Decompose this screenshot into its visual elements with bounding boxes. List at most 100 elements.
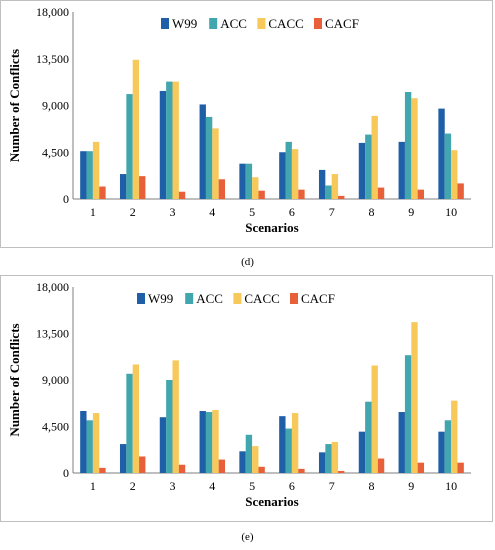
bar-cacc — [411, 98, 418, 199]
y-tick-label: 13,500 — [36, 327, 69, 341]
x-tick-label: 3 — [170, 205, 176, 219]
bar-cacc — [371, 115, 378, 199]
y-tick-label: 4,500 — [42, 145, 69, 159]
legend-swatch-w99 — [137, 293, 145, 304]
bar-cacc — [291, 149, 299, 199]
bar-w99 — [159, 90, 167, 199]
chart-panel-e: 0 4,500 9,000 13,500 18,000 1 2 3 4 5 6 7 8 9 10 Scenar… — [0, 275, 494, 550]
bar-cacf — [417, 462, 425, 473]
bar-acc — [325, 185, 332, 199]
bar-w99 — [279, 152, 286, 199]
bar-acc — [404, 355, 412, 473]
x-tick-label: 2 — [130, 205, 136, 219]
bar-cacf — [139, 456, 146, 473]
bar-w99 — [438, 108, 445, 199]
bar-cacf — [178, 191, 186, 199]
bar-acc — [365, 401, 372, 473]
y-tick-label: 4,500 — [42, 420, 69, 434]
bar-cacf — [258, 466, 265, 473]
x-tick-label: 6 — [289, 479, 295, 493]
bar-acc — [365, 134, 372, 199]
bar-cacf — [338, 195, 345, 199]
bar-cacc — [371, 365, 378, 473]
legend-label-acc: ACC — [196, 291, 223, 306]
chart-frame-e: 0 4,500 9,000 13,500 18,000 1 2 3 4 5 6 7 8 9 10 Scenar… — [0, 275, 493, 522]
bar-cacc — [212, 128, 219, 199]
bar-acc — [444, 133, 452, 199]
bar-acc — [325, 444, 332, 473]
bar-cacf — [377, 458, 385, 473]
bar-cacf — [298, 189, 305, 199]
bar-w99 — [279, 416, 286, 473]
chart-panel-d: 0 4,500 9,000 13,500 18,000 1 2 3 4 5 6 7 8 9 10 Scenar… — [0, 0, 494, 272]
bar-w99 — [119, 444, 127, 473]
y-tick-label: 13,500 — [36, 52, 69, 66]
y-tick-label: 0 — [63, 192, 69, 206]
legend-label-w99: W99 — [148, 291, 173, 306]
x-tick-label: 9 — [408, 479, 414, 493]
bar-w99 — [80, 411, 87, 473]
legend-label-cacf: CACF — [325, 16, 359, 31]
x-tick-label: 1 — [90, 479, 96, 493]
bar-cacf — [417, 189, 425, 199]
bar-acc — [444, 420, 452, 473]
bar-cacc — [92, 413, 100, 473]
bar-cacc — [92, 141, 100, 199]
bar-cacc — [132, 59, 140, 200]
bar-cacf — [298, 468, 305, 473]
bar-acc — [126, 373, 133, 473]
y-axis-label: Number of Conflicts — [7, 49, 22, 162]
bar-cacc — [451, 150, 458, 199]
bar-acc — [166, 380, 173, 473]
bar-acc — [285, 428, 292, 473]
legend-swatch-cacf — [290, 293, 298, 304]
x-tick-label: 8 — [369, 479, 375, 493]
bar-w99 — [358, 142, 366, 199]
bar-acc — [205, 116, 213, 199]
bar-acc — [285, 141, 292, 199]
bar-chart-d: 0 4,500 9,000 13,500 18,000 1 2 3 4 5 6 7 8 9 10 Scenar… — [7, 5, 471, 235]
chart-caption-d: (d) — [241, 256, 254, 268]
bar-cacf — [139, 176, 146, 199]
bar-cacc — [451, 400, 458, 473]
x-tick-label: 5 — [249, 479, 255, 493]
y-tick-label: 18,000 — [36, 5, 69, 19]
bar-w99 — [318, 169, 326, 199]
x-tick-label: 2 — [130, 479, 136, 493]
bar-cacf — [457, 462, 464, 473]
bar-cacc — [132, 364, 140, 473]
x-tick-label: 1 — [90, 205, 96, 219]
x-tick-label: 9 — [408, 205, 414, 219]
y-tick-label: 0 — [63, 466, 69, 480]
x-axis-label: Scenarios — [245, 494, 298, 509]
bar-w99 — [239, 451, 246, 473]
legend-label-cacf: CACF — [301, 291, 335, 306]
bar-cacc — [172, 81, 179, 199]
bar-cacf — [218, 459, 226, 473]
bar-cacf — [99, 467, 106, 473]
chart-frame-d: 0 4,500 9,000 13,500 18,000 1 2 3 4 5 6 7 8 9 10 Scenar… — [0, 0, 493, 248]
legend-swatch-acc — [185, 293, 194, 304]
y-tick-label: 18,000 — [36, 280, 69, 294]
bar-cacf — [99, 186, 106, 199]
x-tick-label: 4 — [209, 479, 215, 493]
bar-cacc — [172, 360, 179, 473]
bar-acc — [205, 412, 213, 473]
x-tick-label: 8 — [369, 205, 375, 219]
bar-cacc — [331, 442, 339, 473]
bar-acc — [404, 91, 412, 199]
bar-acc — [245, 434, 253, 473]
bar-cacc — [252, 177, 259, 199]
x-tick-label: 10 — [445, 205, 457, 219]
x-tick-label: 4 — [209, 205, 215, 219]
legend-swatch-acc — [209, 18, 218, 29]
legend-label-w99: W99 — [172, 16, 197, 31]
bar-w99 — [398, 412, 405, 473]
bar-cacc — [252, 446, 259, 473]
legend-swatch-cacf — [314, 18, 322, 29]
bar-w99 — [80, 151, 87, 199]
bar-cacc — [331, 174, 339, 199]
bar-acc — [86, 420, 93, 473]
bar-acc — [86, 151, 93, 199]
bar-w99 — [318, 452, 326, 473]
